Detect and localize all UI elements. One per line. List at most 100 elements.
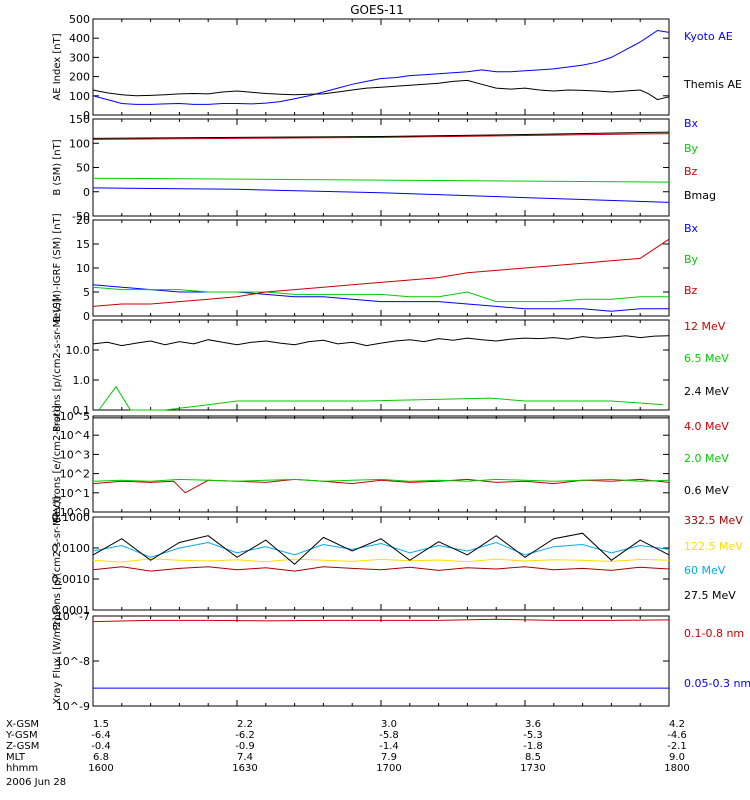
ephemeris-value: -6.4: [91, 730, 111, 741]
series-line-electrons-0: [92, 478, 670, 494]
y-axis-label: AE Index [nT]: [52, 33, 63, 100]
y-axis-label: Protons [p/(cm2-s-sr-MeV)]: [52, 298, 63, 432]
legend-entry: 12 MeV: [684, 320, 726, 333]
y-tick-label: 0.0100: [52, 542, 91, 555]
series-line-protons1-1: [98, 385, 664, 411]
panel-frame: [92, 516, 670, 611]
y-tick-label: 20: [76, 214, 90, 227]
panel-frame: [92, 415, 670, 513]
legend-entry: By: [684, 142, 699, 155]
y-tick-label: 10.0: [66, 344, 91, 357]
legend-entry: 27.5 MeV: [684, 589, 736, 602]
chart-title: GOES-11: [350, 3, 404, 17]
ephemeris-value: 6.8: [93, 752, 109, 763]
ephemeris-value: -1.8: [523, 741, 543, 752]
series-line-ae-1: [92, 79, 670, 101]
ephemeris-value: -2.1: [667, 741, 687, 752]
panel-bsm: -50 0 50 100 150 B (SM) [nT] Bx By Bz Bmag: [52, 113, 716, 223]
legend-entry: By: [684, 253, 699, 266]
ephemeris-row-label: Z-GSM: [6, 741, 39, 752]
series-line-bsm-1: [92, 177, 670, 183]
ephemeris-value: -5.3: [523, 730, 543, 741]
y-tick-label: 10^-7: [56, 610, 90, 623]
series-line-protons2-0: [92, 566, 670, 572]
y-axis-label: Protons [p/(cm2-s-sr-MeV)]: [52, 496, 63, 630]
legend-entry: 0.05-0.3 nm: [684, 677, 750, 690]
panel-ae: 0 100 200 300 400 500 AE Index [nT] Kyoto AE The…: [52, 13, 742, 122]
y-tick-label: -50: [72, 210, 90, 223]
y-tick-label: 0.0001: [52, 604, 91, 617]
panel-frame: [92, 615, 670, 707]
series-line-bigrf-0: [92, 284, 669, 312]
y-tick-label: 10^5: [60, 410, 90, 423]
y-tick-label: 300: [69, 51, 90, 64]
y-tick-label: 1.0: [73, 374, 91, 387]
panel-bigrf: 0 5 10 15 20 B (SM)-IGRF (SM) [nT] Bx By Bz: [52, 213, 699, 323]
y-tick-label: 200: [69, 71, 90, 84]
ephemeris-value: 3.6: [525, 719, 541, 730]
legend-entry: 0.1-0.8 nm: [684, 627, 744, 640]
y-tick-label: 15: [76, 238, 90, 251]
legend-entry: 0.6 MeV: [684, 484, 729, 497]
ephemeris-value: 7.4: [237, 752, 253, 763]
y-tick-label: 0: [83, 310, 90, 323]
series-line-xray-0: [92, 618, 670, 623]
legend-entry: Themis AE: [683, 78, 742, 91]
y-tick-label: 10^4: [60, 429, 90, 442]
y-axis-label: B (SM)-IGRF (SM) [nT]: [52, 213, 63, 322]
y-tick-label: 5: [83, 286, 90, 299]
legend-entry: Bz: [684, 165, 698, 178]
legend-entry: Bx: [684, 117, 699, 130]
series-line-bsm-2: [92, 133, 670, 140]
ephemeris-value: 1700: [376, 763, 401, 774]
ephemeris-value: 1630: [232, 763, 257, 774]
series-line-protons1-2: [92, 335, 670, 347]
ephemeris-value: -4.6: [667, 730, 687, 741]
panel-frame: [92, 18, 670, 116]
series-line-bigrf-2: [92, 238, 670, 307]
ephemeris-value: 1.5: [93, 719, 109, 730]
y-tick-label: 10^0: [60, 506, 90, 519]
y-tick-label: 0: [83, 186, 90, 199]
y-tick-label: 10: [76, 262, 90, 275]
y-tick-label: 150: [69, 113, 90, 126]
y-tick-label: 500: [69, 13, 90, 26]
legend-entry: 6.5 MeV: [684, 352, 729, 365]
ephemeris-value: 1730: [520, 763, 545, 774]
legend-entry: 122.5 MeV: [684, 540, 743, 553]
ephemeris-value: 4.2: [669, 719, 685, 730]
y-tick-label: 400: [69, 32, 90, 45]
series-line-electrons-1: [92, 478, 670, 482]
y-axis-label: Electrons [e/(cm2-s-sr)]: [52, 405, 63, 523]
panel-frame: [92, 319, 670, 411]
ephemeris-row-label: hhmm: [6, 763, 38, 774]
series-line-bigrf-1: [92, 286, 669, 303]
legend-entry: 332.5 MeV: [684, 514, 743, 527]
ephemeris-value: -0.4: [91, 741, 111, 752]
ephemeris-value: 2.2: [237, 719, 253, 730]
series-line-bsm-3: [92, 131, 670, 139]
ephemeris-row-label: X-GSM: [6, 719, 39, 730]
legend-entry: Bz: [684, 284, 698, 297]
y-tick-label: 10^3: [60, 448, 90, 461]
y-tick-label: 10^-9: [56, 700, 90, 713]
y-tick-label: 50: [76, 162, 90, 175]
y-tick-label: 0.1000: [52, 511, 91, 524]
series-line-protons2-3: [92, 532, 670, 565]
legend-entry: Bx: [684, 222, 699, 235]
ephemeris-value: 3.0: [381, 719, 397, 730]
series-line-bsm-0: [92, 187, 670, 203]
legend-entry: Bmag: [684, 189, 716, 202]
legend-entry: 2.0 MeV: [684, 452, 729, 465]
legend-entry: Kyoto AE: [684, 30, 733, 43]
ephemeris-value: 8.5: [525, 752, 541, 763]
series-line-ae-0: [92, 29, 670, 105]
ephemeris-date: 2006 Jun 28: [6, 777, 66, 788]
ephemeris-value: 1600: [88, 763, 113, 774]
y-tick-label: 10^-8: [56, 655, 90, 668]
